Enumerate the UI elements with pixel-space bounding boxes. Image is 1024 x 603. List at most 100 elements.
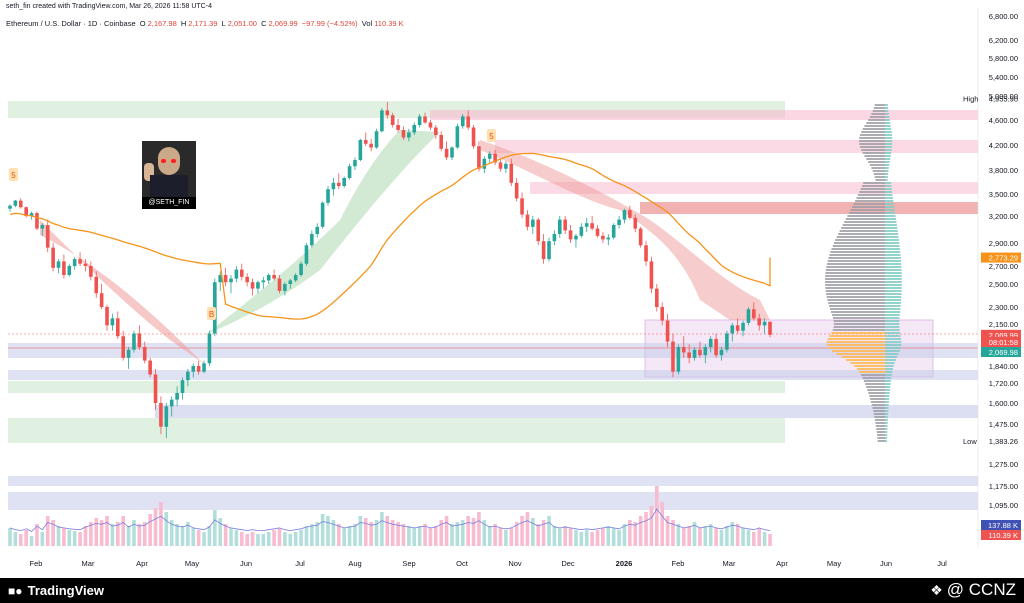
candle (557, 219, 562, 234)
avatar-eye-right (171, 159, 176, 163)
price-chart[interactable]: 5 B 5 6,800.00 6,200.00 5,800.00 5,400.00 5,00… (0, 0, 1024, 578)
symbol-name[interactable]: Ethereum / U.S. Dollar · 1D · Coinbase (6, 19, 136, 28)
volume-bar (229, 528, 233, 546)
candle (13, 200, 18, 206)
volume-profile-bar (866, 386, 885, 388)
candle (617, 219, 621, 225)
candle (563, 219, 567, 231)
volume-profile-bar-right (885, 329, 900, 331)
candle (525, 214, 530, 227)
time-tick-label: Jun (240, 559, 252, 568)
annotation-badge (207, 307, 216, 320)
high-value: 2,171.39 (188, 19, 218, 28)
volume-label: Vol (361, 19, 373, 28)
volume-profile-bar (869, 116, 885, 118)
volume-profile-bar-right (885, 245, 900, 247)
low-label: L (221, 19, 226, 28)
price-tick-label: 1,475.00 (989, 420, 1018, 429)
volume-profile-bar-right (885, 377, 892, 379)
candle (477, 146, 481, 169)
volume-bar (164, 512, 169, 546)
volume-bar (272, 530, 276, 546)
candle (541, 241, 546, 260)
ccnz-watermark-text: @ CCNZ (946, 580, 1016, 599)
volume-profile-bar-right (885, 203, 894, 205)
volume-profile-bar (866, 158, 885, 160)
price-label-bg (981, 337, 1021, 347)
candle (407, 132, 411, 138)
volume-profile-bar (835, 239, 885, 241)
volume-profile-bar-right (885, 314, 900, 316)
volume-profile-bar (859, 371, 885, 373)
volume-profile-bar-right (885, 134, 892, 136)
volume-profile-bar-right (885, 278, 902, 280)
volume-bar (649, 506, 654, 546)
volume-profile-bar-right (885, 137, 893, 139)
candle (520, 198, 524, 215)
volume-profile-bar-right (885, 113, 889, 115)
candle (186, 371, 190, 381)
volume-profile-bar (829, 305, 885, 307)
candle (40, 225, 45, 229)
candle (207, 333, 212, 364)
candle (153, 374, 158, 403)
candle (358, 140, 363, 160)
volume-profile-layer (825, 104, 902, 442)
volume-profile-bar (863, 380, 885, 382)
candle (29, 213, 34, 216)
price-tick-label: 6,800.00 (989, 12, 1018, 21)
volume-bar (741, 528, 745, 546)
volume-profile-bar-right (885, 254, 901, 256)
volume-bar (374, 520, 379, 546)
volume-profile-bar-right (885, 260, 902, 262)
volume-profile-bar (862, 377, 885, 379)
volume-bar (498, 528, 503, 546)
volume-bar (611, 528, 616, 546)
volume-profile-bar-right (885, 194, 893, 196)
volume-bar (423, 524, 427, 546)
volume-profile-bar-right (885, 395, 890, 397)
candle (89, 266, 93, 277)
volume-profile-bar-right (885, 197, 893, 199)
tradingview-logo[interactable]: ■● TradingView (8, 583, 104, 598)
candle (638, 228, 643, 246)
volume-bar (396, 522, 400, 546)
volume-bar (692, 522, 697, 546)
price-tick-label: 1,095.00 (989, 501, 1018, 510)
volume-profile-bar-right (885, 191, 893, 193)
candle (62, 261, 66, 275)
volume-profile-bar-right (885, 125, 891, 127)
time-tick-label: Jul (295, 559, 305, 568)
volume-profile-bar-right (885, 251, 901, 253)
support-zone-green-1720 (8, 381, 785, 393)
candle (568, 230, 573, 240)
volume-bar (434, 526, 438, 546)
volume-profile-bar (864, 155, 885, 157)
volume-profile-bar (829, 335, 885, 337)
volume-profile-bar (875, 425, 885, 427)
axes-layer: 6,800.00 6,200.00 5,800.00 5,400.00 5,000.00… (30, 8, 1021, 568)
volume-bar (752, 532, 756, 546)
price-tick-label: 4,200.00 (989, 141, 1018, 150)
support-zone-green-1450 (8, 418, 785, 443)
volume-profile-bar-right (885, 248, 900, 250)
volume-bar (477, 512, 481, 546)
annotation-text: 5 (489, 132, 494, 141)
ccnz-watermark: ❖ @ CCNZ (930, 580, 1016, 600)
volume-profile-bar-right (885, 284, 902, 286)
volume-profile-bar (862, 152, 885, 154)
price-tick-label: 1,600.00 (989, 399, 1018, 408)
support-zone-1950 (8, 343, 978, 358)
candle (234, 269, 239, 279)
volume-bar (520, 516, 524, 546)
volume-profile-bar (876, 428, 885, 430)
candle (342, 178, 346, 186)
support-zone-1100 (8, 492, 978, 510)
candle (487, 153, 492, 159)
annotation-badge (9, 168, 18, 181)
low-value: 2,051.00 (227, 19, 257, 28)
volume-profile-bar (839, 230, 885, 232)
annotation-text: B (209, 310, 214, 319)
volume-profile-bar (826, 263, 885, 265)
volume-profile-bar-right (885, 185, 892, 187)
